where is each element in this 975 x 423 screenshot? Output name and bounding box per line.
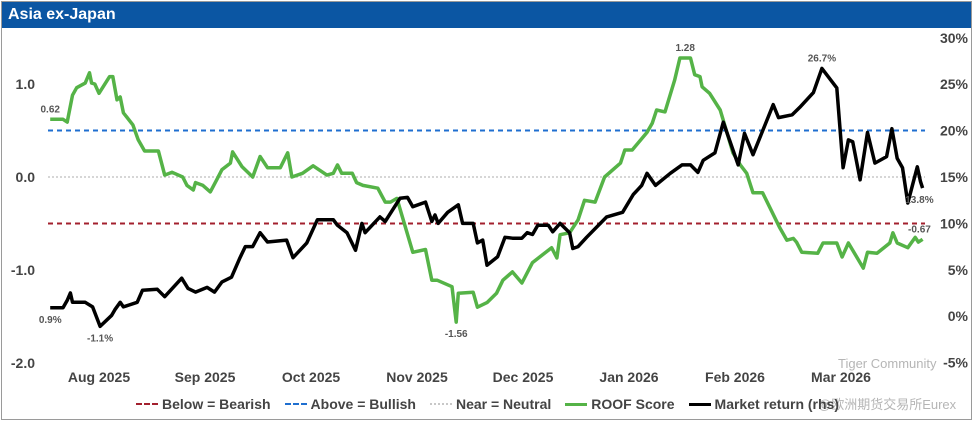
market-return-line [50,66,925,329]
y-right-tick-label: 15% [940,169,969,185]
legend-label: ROOF Score [591,396,675,412]
x-tick-label: Sep 2025 [175,369,236,385]
y-right-tick-label: 25% [940,76,969,92]
y-left-tick-label: 1.0 [16,76,36,92]
data-label: 26.7% [808,53,836,64]
legend-neutral: Near = Neutral [429,396,552,412]
bearish-swatch [135,403,158,405]
x-tick-label: Feb 2026 [705,369,765,385]
chart-title: Asia ex-Japan [2,2,971,28]
data-label: 0.62 [41,104,61,115]
x-tick-label: Mar 2026 [811,369,871,385]
market-swatch [688,402,711,406]
legend-label: Above = Bullish [310,396,416,412]
x-tick-label: Aug 2025 [68,369,130,385]
data-label: 13.8% [905,195,933,206]
data-label: -1.1% [87,333,113,344]
y-right-tick-label: 0% [948,308,969,324]
watermark-tiger: Tiger Community [838,356,937,371]
y-right-tick-label: 20% [940,123,969,139]
data-label: -0.67 [908,224,931,235]
data-label: 1.28 [675,43,695,54]
x-tick-label: Dec 2025 [493,369,554,385]
legend-roof: ROOF Score [565,396,675,412]
data-label: -1.56 [445,329,468,340]
y-right-tick-label: 5% [948,262,969,278]
watermark-eurex: @欧洲期货交易所Eurex [818,397,957,412]
y-left-tick-label: -2.0 [11,355,35,371]
y-right-tick-label: 30% [940,30,969,46]
legend-bearish: Below = Bearish [135,396,271,412]
data-label: 0.9% [39,315,62,326]
legend-bullish: Above = Bullish [284,396,416,412]
x-tick-label: Oct 2025 [282,369,341,385]
y-left-tick-label: -1.0 [11,262,35,278]
y-right-tick-label: -5% [943,355,968,371]
legend-market: Market return (rhs) [688,396,839,412]
roof-score-line [50,56,924,324]
y-right-tick-label: 10% [940,215,969,231]
x-tick-label: Jan 2026 [599,369,658,385]
legend-label: Near = Neutral [455,396,552,412]
legend-label: Below = Bearish [161,396,271,412]
legend: Below = Bearish Above = Bullish Near = N… [0,396,975,412]
y-left-tick-label: 0.0 [16,169,36,185]
x-tick-label: Nov 2025 [386,369,448,385]
bullish-swatch [284,403,307,405]
neutral-swatch [429,403,452,405]
roof-swatch [565,402,588,406]
legend-label: Market return (rhs) [714,396,839,412]
